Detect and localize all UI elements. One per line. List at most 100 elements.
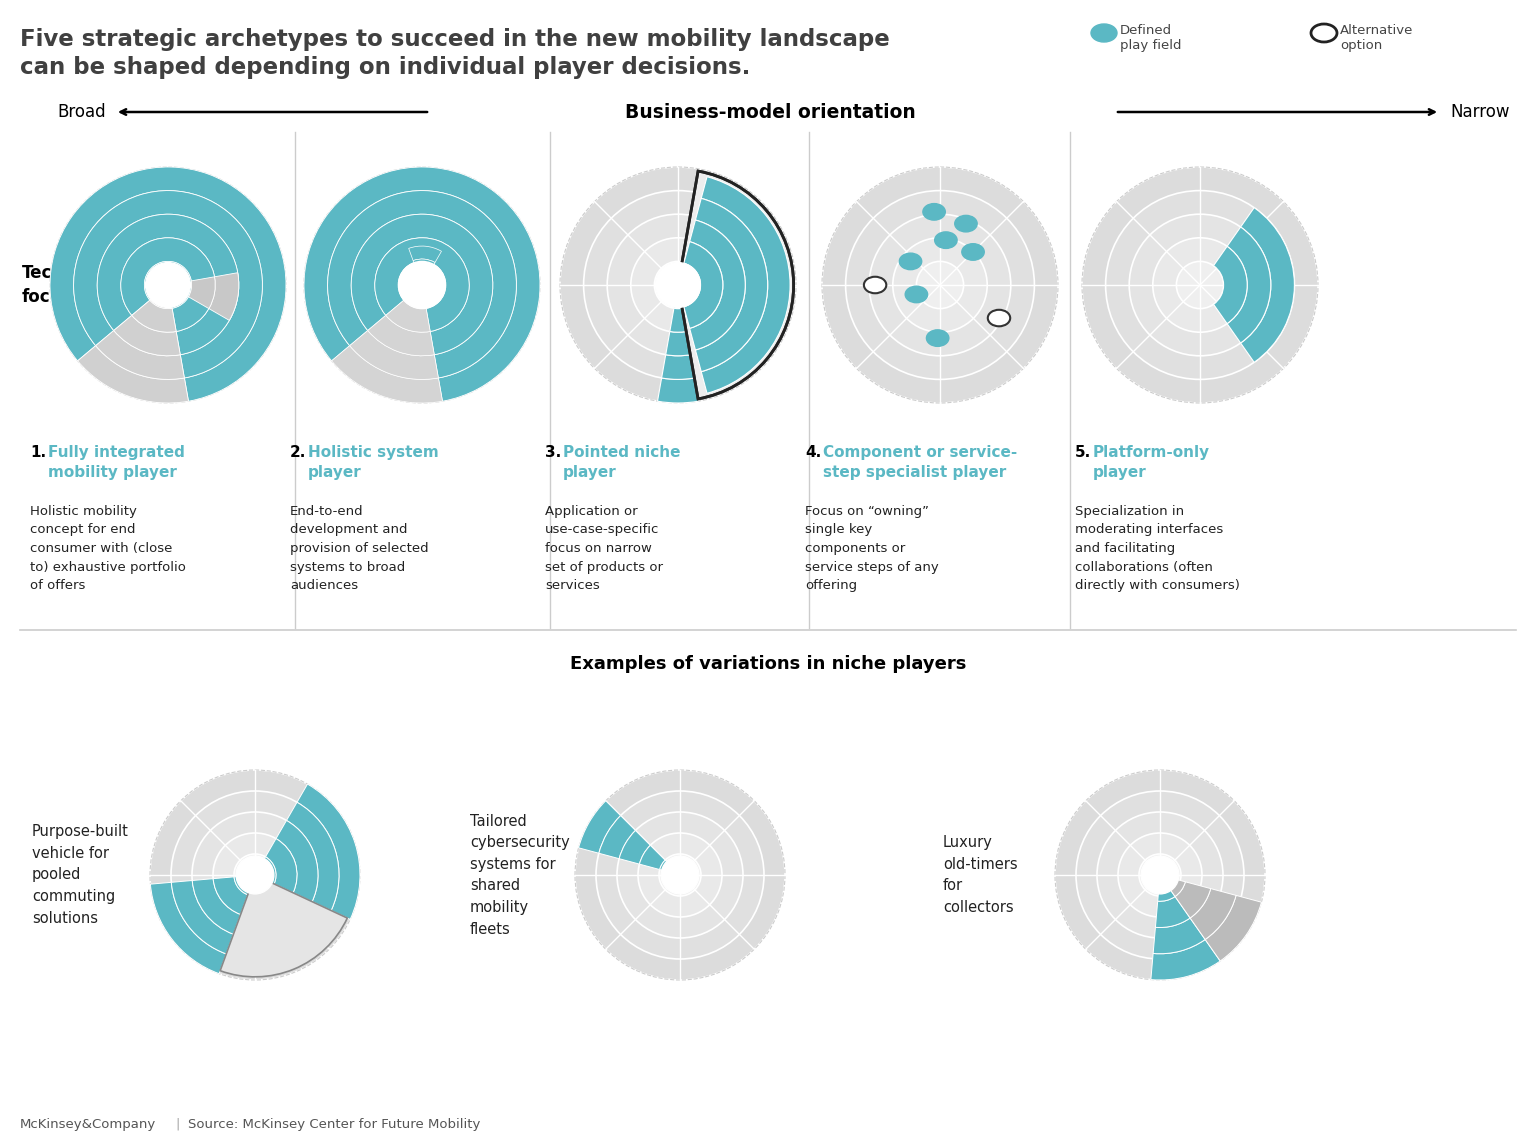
Circle shape — [352, 214, 493, 355]
Text: Holistic mobility
concept for end
consumer with (close
to) exhaustive portfolio
: Holistic mobility concept for end consum… — [31, 505, 186, 592]
Ellipse shape — [926, 330, 949, 346]
Wedge shape — [1206, 895, 1261, 961]
Wedge shape — [114, 315, 180, 355]
Text: Alternative
option: Alternative option — [1339, 24, 1413, 52]
Wedge shape — [619, 831, 650, 864]
Circle shape — [846, 190, 1034, 379]
Wedge shape — [296, 784, 359, 919]
Wedge shape — [189, 277, 215, 308]
Text: Focus on “owning”
single key
components or
service steps of any
offering: Focus on “owning” single key components … — [805, 505, 938, 592]
Wedge shape — [660, 861, 680, 876]
Text: 2.: 2. — [290, 445, 306, 460]
Circle shape — [170, 791, 339, 959]
Text: |: | — [175, 1118, 180, 1131]
Circle shape — [654, 261, 702, 308]
Circle shape — [1106, 190, 1295, 379]
Ellipse shape — [955, 215, 977, 231]
Text: Application or
use-case-specific
focus on narrow
set of products or
services: Application or use-case-specific focus o… — [545, 505, 664, 592]
Circle shape — [237, 856, 273, 894]
Wedge shape — [214, 877, 247, 915]
Circle shape — [561, 167, 796, 403]
Circle shape — [617, 813, 743, 937]
Text: Narrow: Narrow — [1450, 103, 1510, 121]
Wedge shape — [327, 190, 516, 378]
Wedge shape — [95, 330, 184, 379]
Circle shape — [1140, 854, 1181, 896]
Circle shape — [1141, 856, 1180, 894]
Text: Specialization in
moderating interfaces
and facilitating
collaborations (often
d: Specialization in moderating interfaces … — [1075, 505, 1240, 592]
Wedge shape — [1158, 876, 1175, 901]
Circle shape — [146, 262, 190, 307]
Wedge shape — [121, 238, 215, 331]
Circle shape — [1055, 770, 1266, 980]
Circle shape — [869, 214, 1011, 355]
Circle shape — [1129, 214, 1270, 355]
Wedge shape — [409, 246, 441, 262]
Circle shape — [917, 261, 963, 308]
Circle shape — [121, 238, 215, 332]
Circle shape — [607, 214, 748, 355]
Wedge shape — [172, 880, 233, 953]
Circle shape — [398, 261, 445, 308]
Circle shape — [97, 214, 238, 355]
Wedge shape — [144, 261, 192, 308]
Wedge shape — [665, 331, 690, 355]
Text: Fully integrated
mobility player: Fully integrated mobility player — [48, 445, 184, 480]
Wedge shape — [677, 264, 700, 307]
Wedge shape — [1155, 896, 1190, 927]
Text: Platform-only
player: Platform-only player — [1094, 445, 1210, 480]
Text: can be shaped depending on individual player decisions.: can be shaped depending on individual pl… — [20, 56, 751, 79]
Text: Broad: Broad — [57, 103, 106, 121]
Wedge shape — [375, 238, 468, 331]
Circle shape — [304, 167, 541, 403]
Text: Defined
play field: Defined play field — [1120, 24, 1181, 52]
Circle shape — [631, 238, 725, 332]
Circle shape — [233, 854, 276, 896]
Wedge shape — [1241, 207, 1295, 362]
Circle shape — [1154, 238, 1247, 332]
Circle shape — [892, 238, 988, 332]
Wedge shape — [255, 857, 276, 884]
Ellipse shape — [935, 231, 957, 249]
Wedge shape — [674, 285, 682, 308]
Text: McKinsey&Company: McKinsey&Company — [20, 1118, 157, 1131]
Text: 4.: 4. — [805, 445, 822, 460]
Circle shape — [659, 854, 700, 896]
Text: Holistic system
player: Holistic system player — [309, 445, 439, 480]
Text: Component or service-
step specialist player: Component or service- step specialist pl… — [823, 445, 1017, 480]
Circle shape — [398, 261, 445, 308]
Text: Pointed niche
player: Pointed niche player — [564, 445, 680, 480]
Wedge shape — [579, 801, 621, 854]
Text: Tailored
cybersecurity
systems for
shared
mobility
fleets: Tailored cybersecurity systems for share… — [470, 814, 570, 936]
Wedge shape — [78, 346, 189, 403]
Wedge shape — [332, 346, 442, 403]
Wedge shape — [702, 176, 790, 393]
Text: Purpose-built
vehicle for
pooled
commuting
solutions: Purpose-built vehicle for pooled commuti… — [32, 824, 129, 926]
Text: Examples of variations in niche players: Examples of variations in niche players — [570, 656, 966, 673]
Wedge shape — [287, 802, 339, 911]
Text: Luxury
old-timers
for
collectors: Luxury old-timers for collectors — [943, 835, 1018, 915]
Circle shape — [74, 190, 263, 379]
Wedge shape — [1175, 881, 1210, 918]
Circle shape — [574, 770, 785, 980]
Circle shape — [327, 190, 516, 379]
Wedge shape — [209, 273, 238, 321]
Circle shape — [1118, 833, 1203, 917]
Circle shape — [1177, 261, 1224, 308]
Wedge shape — [192, 879, 241, 934]
Circle shape — [144, 261, 192, 308]
Circle shape — [214, 833, 296, 917]
Text: Technology
focus: Technology focus — [22, 265, 127, 306]
Wedge shape — [1213, 246, 1247, 323]
Wedge shape — [639, 846, 665, 870]
Circle shape — [822, 167, 1058, 403]
Wedge shape — [151, 285, 172, 308]
Wedge shape — [657, 378, 699, 403]
Circle shape — [51, 167, 286, 403]
Text: Business-model orientation: Business-model orientation — [625, 102, 915, 121]
Wedge shape — [684, 242, 723, 328]
Circle shape — [584, 190, 773, 379]
Wedge shape — [132, 300, 177, 332]
Circle shape — [1081, 167, 1318, 403]
Circle shape — [151, 770, 359, 980]
